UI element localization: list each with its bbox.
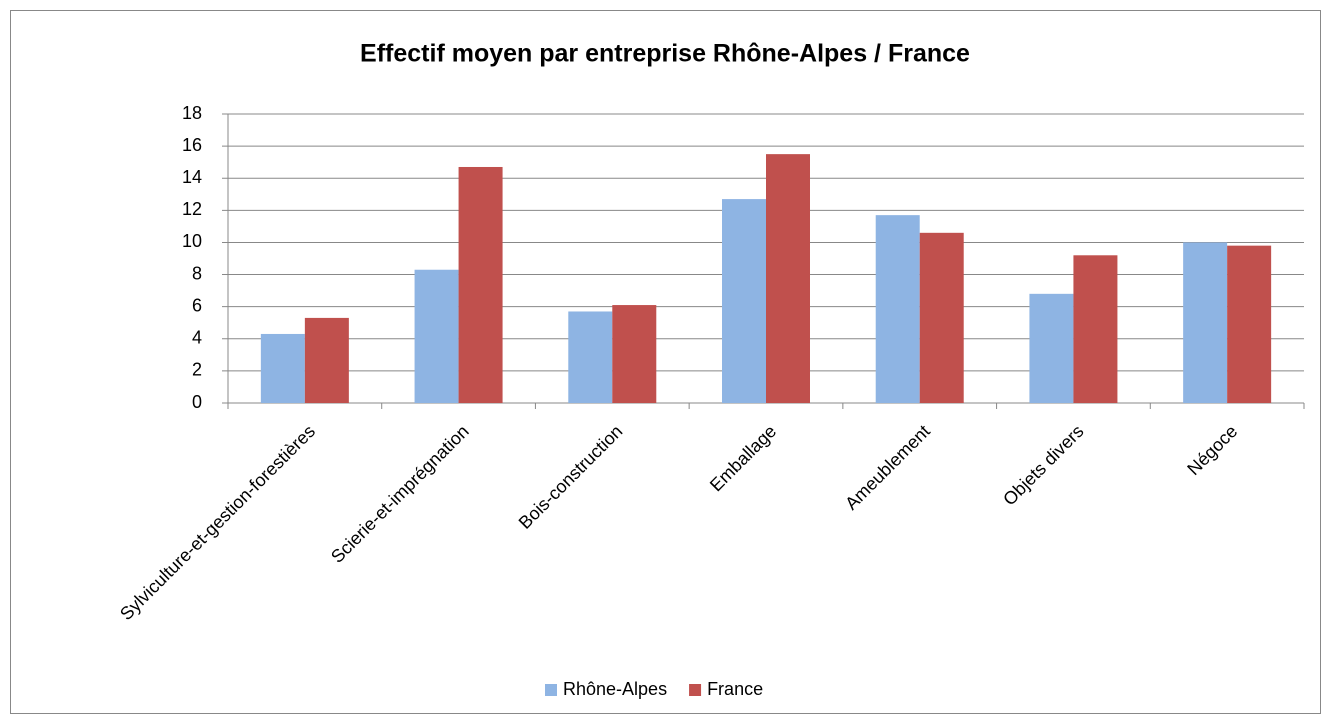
bar [1227, 245, 1272, 403]
chart-title: Effectif moyen par entreprise Rhône-Alpe… [360, 40, 970, 68]
y-tick-label: 18 [182, 103, 202, 123]
bar [766, 154, 810, 403]
legend-label: France [707, 679, 763, 699]
bar [1183, 242, 1228, 403]
bar [875, 215, 920, 403]
bar [414, 269, 459, 403]
legend-swatch [689, 684, 702, 696]
y-tick-label: 8 [192, 263, 202, 283]
bar [304, 317, 349, 403]
bar [1073, 255, 1118, 403]
bar [919, 232, 964, 403]
legend-swatch [545, 684, 557, 696]
chart-border [10, 10, 1321, 714]
bar [458, 166, 503, 403]
y-tick-label: 14 [182, 167, 202, 187]
y-tick-label: 4 [192, 328, 202, 348]
bar [568, 311, 613, 403]
y-tick-label: 0 [192, 392, 202, 412]
legend-label: Rhône-Alpes [563, 679, 667, 699]
bar [260, 333, 305, 403]
bar [612, 305, 657, 403]
y-tick-label: 16 [182, 135, 202, 155]
y-tick-label: 10 [182, 231, 202, 251]
y-tick-label: 2 [192, 360, 202, 380]
y-tick-label: 12 [182, 199, 202, 219]
y-tick-label: 6 [192, 295, 202, 315]
bar [722, 199, 766, 403]
bar [1029, 293, 1074, 403]
